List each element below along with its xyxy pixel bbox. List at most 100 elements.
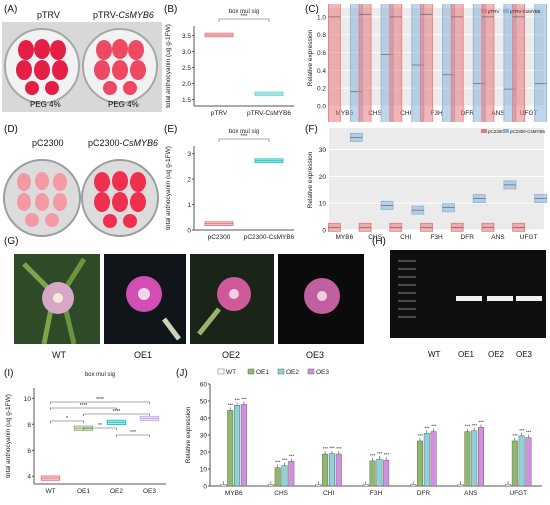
legend-swatch [277,368,285,375]
y-tick-label: 0 [322,228,326,235]
sig-label: *** [526,430,532,435]
crossbar [389,4,403,122]
sig-label: *** [240,134,248,140]
sig-bracket [50,407,117,410]
flower-caption-wt: WT [52,350,66,360]
legend-label: pTRV-CsMYB6 [510,9,541,14]
y-tick-label: 30 [319,147,327,154]
sig-label: *** [336,446,342,451]
y-tick-label: 2.0 [182,81,191,88]
y-axis-label: total anthocyanin (ug g-1FW) [165,146,172,230]
plate-label-pc2300-csmyb6: pC2300-CsMYB6 [88,138,159,148]
flower-caption-oe2: OE2 [222,350,241,360]
legend-label: WT [226,369,236,376]
x-tick-label: DFR [461,110,475,117]
flower-caption-oe3: OE3 [306,350,325,360]
sig-label: *** [431,424,437,429]
sig-bracket [83,427,117,430]
panel-letter-j: (J) [176,368,188,379]
chart-e: 0 1 2 3 pC2300 pC2300-CsMYB6 box mul sig*** tot… [165,129,295,241]
bar [267,484,274,487]
gel-image-h [390,250,546,338]
x-tick-label: OE3 [143,488,156,495]
panel-letter-g: (G) [4,236,19,247]
x-tick-label: DFR [417,490,431,497]
flower-caption-oe1: OE1 [134,350,153,360]
petri-dish-photo-a [2,22,162,112]
y-axis-label: Relative expression [307,151,314,208]
x-tick-label: ANS [464,490,478,497]
sig-label: **** [113,409,121,415]
bar [335,453,342,487]
x-tick-label: OE2 [110,488,123,495]
sig-bracket [83,413,150,416]
crossbar [450,4,464,122]
bar [369,460,376,487]
bar [362,484,369,487]
y-tick-label: 0 [187,228,191,235]
bar [471,430,478,487]
crossbar [327,4,341,122]
sig-label: *** [472,423,478,428]
y-tick-label: 50 [200,399,208,406]
x-tick-label: CHS [368,234,382,241]
panel-letter-d: (D) [4,124,18,135]
petri-dish-photo-d [2,150,162,242]
legend-label: pC2300-CsMYB6 [510,129,546,134]
panel-letter-f: (F) [305,124,318,135]
legend-swatch [217,368,225,375]
x-tick-label: CHS [274,490,288,497]
bar [376,458,383,487]
bar [525,437,532,487]
x-tick-label: MYB6 [336,110,354,117]
sig-label: *** [418,433,424,438]
legend-label: pC2300 [488,129,504,134]
y-tick-label: 0.4 [317,68,326,75]
sig-label: *** [479,419,485,424]
x-tick-label: DFR [461,234,475,241]
x-tick-label: F3H [430,234,443,241]
x-tick-label: pTRV-CsMYB6 [247,110,291,117]
sig-label: *** [130,430,136,436]
sig-bracket [50,420,84,423]
y-axis-label: Relative expression [185,406,192,463]
x-tick-label: pC2300 [208,234,231,241]
y-tick-label: 20 [200,450,208,457]
y-tick-label: 0.6 [317,50,326,57]
flower-photos-g [14,254,364,344]
x-tick-label: ANS [491,110,505,117]
crossbar [420,4,433,122]
y-tick-label: 3.5 [182,33,191,40]
bar [322,453,329,487]
bar [315,484,322,487]
gel-lane-oe1: OE1 [458,350,475,359]
x-tick-label: CHI [323,490,334,497]
x-tick-label: F3H [370,490,383,497]
panel-letter-b: (B) [164,4,178,15]
legend-label: OE3 [316,369,329,376]
sig-bracket [218,138,270,142]
sig-bracket [218,18,270,22]
chart-title: box mul sig [229,9,259,15]
y-tick-label: 3.0 [182,49,191,56]
legend-label: OE2 [286,369,299,376]
crossbar [534,4,548,122]
sig-label: *** [228,402,234,407]
plot-background [329,128,544,230]
x-tick-label: pTRV [211,110,228,117]
y-tick-label: 4 [27,474,31,481]
sig-label: *** [384,452,390,457]
sig-label: *** [241,396,247,401]
chart-title: box mul sig [229,129,259,135]
y-tick-label: 10 [200,467,208,474]
bar [274,467,281,487]
bar [227,410,234,487]
sig-label: *** [377,451,383,456]
x-tick-label: CHS [368,110,382,117]
peg-label-right: PEG 4% [108,100,139,109]
sig-label: *** [330,446,336,451]
crossbar [358,4,372,122]
bar [416,440,423,487]
panel-letter-i: (I) [4,368,14,379]
